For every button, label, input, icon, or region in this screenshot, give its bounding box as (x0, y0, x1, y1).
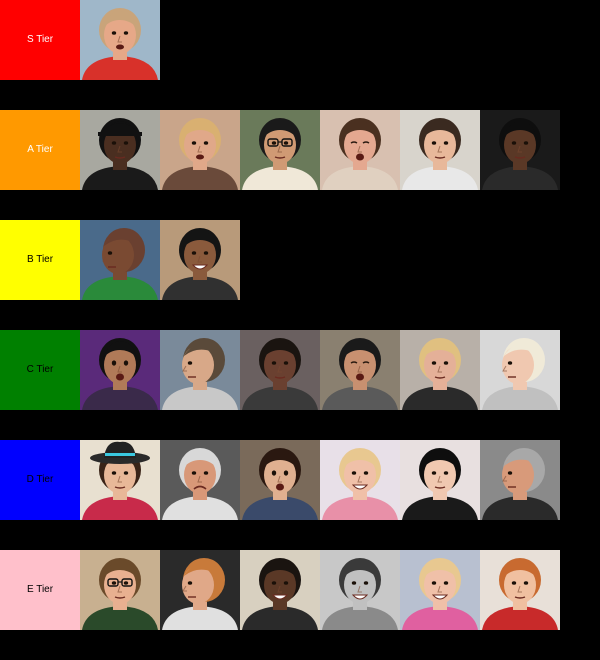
portrait-young-man-smirk[interactable] (400, 110, 480, 190)
portrait-woman-braids[interactable] (480, 110, 560, 190)
tier-items-s (80, 0, 160, 80)
tier-label-e[interactable]: E Tier (0, 550, 80, 630)
portrait-man-gaming-chair[interactable] (160, 550, 240, 630)
tier-items-e (80, 550, 560, 630)
tier-items-c (80, 330, 560, 410)
portrait-bald-man-red-shirt[interactable] (80, 0, 160, 80)
tier-row-d: D Tier (0, 440, 600, 520)
tier-row-a: A Tier (0, 110, 600, 190)
tier-row-s: S Tier (0, 0, 600, 80)
tier-items-d (80, 440, 560, 520)
portrait-woman-dark-hair-surprised[interactable] (80, 330, 160, 410)
portrait-man-glasses[interactable] (240, 110, 320, 190)
portrait-old-man-frown[interactable] (160, 440, 240, 520)
tier-items-b (80, 220, 240, 300)
tier-row-e: E Tier (0, 550, 600, 630)
portrait-man-grey-beard[interactable] (320, 550, 400, 630)
portrait-woman-long-black-hair[interactable] (400, 440, 480, 520)
tier-row-c: C Tier (0, 330, 600, 410)
portrait-blonde-woman[interactable] (160, 110, 240, 190)
portrait-woman-green-hat[interactable] (80, 440, 160, 520)
portrait-woman-platinum-profile[interactable] (480, 330, 560, 410)
tier-label-d[interactable]: D Tier (0, 440, 80, 520)
portrait-bald-man-profile[interactable] (80, 220, 160, 300)
tier-row-b: B Tier (0, 220, 600, 300)
portrait-boy-smiling[interactable] (240, 550, 320, 630)
portrait-woman-laughing[interactable] (320, 440, 400, 520)
portrait-man-buzzcut-profile[interactable] (160, 330, 240, 410)
tier-label-c[interactable]: C Tier (0, 330, 80, 410)
tier-items-a (80, 110, 560, 190)
portrait-woman-blonde-bun[interactable] (400, 330, 480, 410)
portrait-girl-pink-hoodie[interactable] (400, 550, 480, 630)
portrait-man-grey-hair-suit[interactable] (480, 440, 560, 520)
portrait-man-glasses-vlogger[interactable] (80, 550, 160, 630)
portrait-man-curly-hair-smile[interactable] (160, 220, 240, 300)
portrait-woman-red-texas-shirt[interactable] (480, 550, 560, 630)
portrait-crying-baby[interactable] (320, 110, 400, 190)
portrait-man-dreadlocks[interactable] (240, 330, 320, 410)
portrait-woman-bob-shocked[interactable] (240, 440, 320, 520)
tier-label-b[interactable]: B Tier (0, 220, 80, 300)
tier-label-s[interactable]: S Tier (0, 0, 80, 80)
tier-label-a[interactable]: A Tier (0, 110, 80, 190)
portrait-man-black-cap[interactable] (80, 110, 160, 190)
portrait-man-grimace[interactable] (320, 330, 400, 410)
